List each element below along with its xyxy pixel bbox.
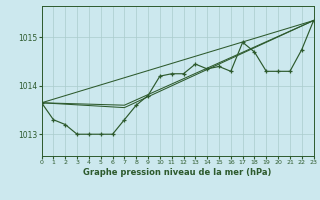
- X-axis label: Graphe pression niveau de la mer (hPa): Graphe pression niveau de la mer (hPa): [84, 168, 272, 177]
